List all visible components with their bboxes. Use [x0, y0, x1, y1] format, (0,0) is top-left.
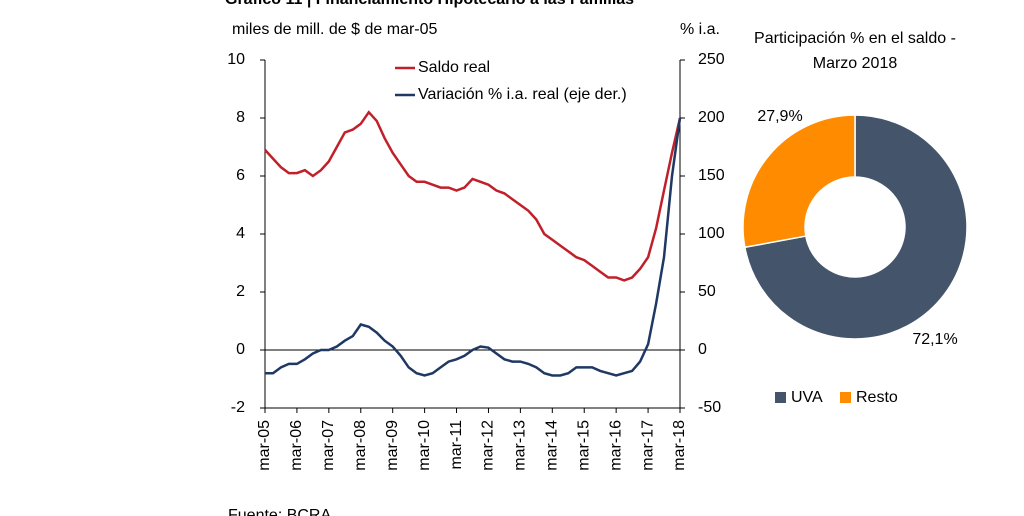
y2-axis-label: % i.a.: [680, 21, 720, 38]
y2-tick-label: 200: [698, 109, 725, 126]
x-tick-label: mar-06: [288, 420, 305, 471]
x-tick-label: mar-15: [575, 420, 592, 471]
legend-label: Variación % i.a. real (eje der.): [418, 86, 627, 103]
y-tick-label: 4: [236, 225, 245, 242]
y2-tick-label: 0: [698, 341, 707, 358]
x-tick-label: mar-08: [352, 420, 369, 471]
legend-label: Resto: [856, 389, 898, 406]
donut-segment: [743, 114, 968, 340]
donut-title: Participación % en el saldo - Marzo 2018: [754, 30, 956, 72]
x-tick-label: mar-09: [384, 420, 401, 471]
x-tick-label: mar-12: [480, 420, 497, 471]
legend-swatch: [840, 392, 851, 403]
legend-label: UVA: [791, 389, 823, 406]
y2-tick-label: 100: [698, 225, 725, 242]
x-tick-label: mar-10: [416, 420, 433, 471]
series-line: [264, 110, 682, 282]
value-label: 72,1%: [912, 331, 957, 348]
y2-tick-label: 50: [698, 283, 716, 300]
y2-tick-label: 150: [698, 167, 725, 184]
source: Fuente: BCRA: [228, 507, 331, 516]
x-tick-label: mar-16: [607, 420, 624, 471]
x-tick-label: mar-11: [448, 420, 465, 470]
page-title: Gráfico 11 | Financiamiento Hipotecario …: [225, 0, 634, 8]
legend-label: Saldo real: [418, 59, 490, 76]
value-label: 27,9%: [757, 108, 802, 125]
y-tick-label: 10: [227, 51, 245, 68]
x-tick-label: mar-17: [639, 420, 656, 471]
y-tick-label: 0: [236, 341, 245, 358]
x-tick-label: mar-13: [512, 420, 529, 471]
y-tick-label: 8: [236, 109, 245, 126]
series-line: [265, 117, 682, 377]
x-tick-label: mar-14: [544, 420, 561, 471]
x-tick-label: mar-07: [320, 420, 337, 471]
donut-segment: [742, 114, 856, 249]
y2-tick-label: -50: [698, 399, 721, 416]
y-tick-label: 2: [236, 283, 245, 300]
x-tick-label: mar-05: [256, 420, 273, 471]
x-tick-label: mar-18: [671, 420, 688, 471]
legend-swatch: [775, 392, 786, 403]
y-axis-label: miles de mill. de $ de mar-05: [232, 21, 438, 38]
y-tick-label: -2: [231, 399, 245, 416]
y-tick-label: 6: [236, 167, 245, 184]
y2-tick-label: 250: [698, 51, 725, 68]
